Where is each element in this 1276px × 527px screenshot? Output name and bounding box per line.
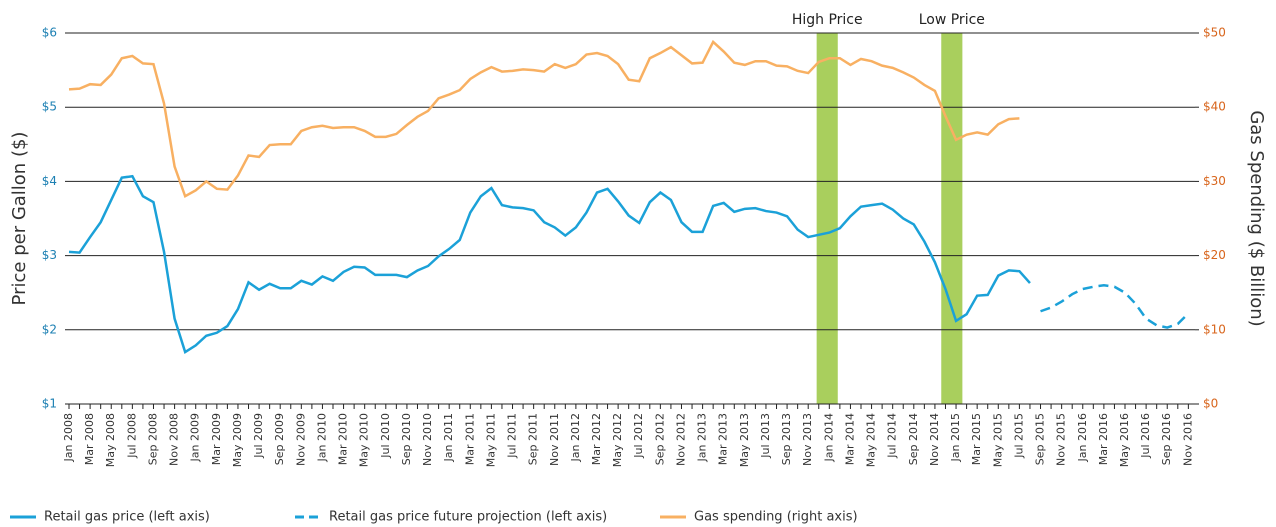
x-tick-label: Jan 2010 bbox=[315, 413, 328, 462]
x-tick-label: May 2015 bbox=[991, 413, 1004, 467]
x-tick-label: Sep 2013 bbox=[780, 413, 793, 465]
legend-label: Retail gas price future projection (left… bbox=[329, 510, 607, 525]
legend-label: Gas spending (right axis) bbox=[694, 510, 858, 525]
x-tick-label: Sep 2009 bbox=[273, 413, 286, 465]
y-tick-label: $4 bbox=[42, 174, 57, 188]
x-tick-label: Nov 2010 bbox=[421, 413, 434, 466]
x-tick-label: Jul 2012 bbox=[632, 413, 645, 459]
x-tick-label: Nov 2016 bbox=[1181, 413, 1194, 466]
x-tick-label: Jan 2012 bbox=[569, 413, 582, 462]
y-tick-label: $3 bbox=[42, 248, 57, 262]
series-line bbox=[68, 39, 1020, 199]
x-tick-label: Sep 2008 bbox=[146, 413, 159, 465]
x-tick-label: Sep 2016 bbox=[1160, 413, 1173, 465]
x-tick-label: Jan 2014 bbox=[822, 413, 835, 462]
x-tick-label: Jan 2008 bbox=[62, 413, 75, 462]
y-tick-label: $1 bbox=[42, 397, 57, 411]
x-tick-label: May 2016 bbox=[1118, 413, 1131, 467]
x-tick-label: Sep 2015 bbox=[1034, 413, 1047, 465]
y2-tick-label: $40 bbox=[1203, 100, 1226, 114]
x-tick-label: Sep 2012 bbox=[653, 413, 666, 465]
x-tick-label: Nov 2014 bbox=[928, 413, 941, 466]
y-tick-label: $5 bbox=[42, 100, 57, 114]
x-tick-label: Mar 2009 bbox=[210, 413, 223, 465]
y-tick-label: $6 bbox=[42, 26, 57, 40]
x-tick-label: Jul 2009 bbox=[252, 413, 265, 459]
y2-tick-label: $0 bbox=[1203, 397, 1218, 411]
y-axis-title: Price per Gallon ($) bbox=[9, 132, 30, 306]
x-tick-label: Jan 2013 bbox=[696, 413, 709, 462]
band-label: High Price bbox=[792, 12, 863, 28]
y2-tick-label: $30 bbox=[1203, 174, 1226, 188]
x-tick-label: Mar 2015 bbox=[970, 413, 983, 465]
x-tick-label: Mar 2013 bbox=[717, 413, 730, 465]
x-tick-label: Sep 2011 bbox=[527, 413, 540, 465]
x-tick-label: Nov 2008 bbox=[168, 413, 181, 466]
series-line bbox=[1040, 284, 1190, 329]
x-tick-label: Jul 2016 bbox=[1139, 413, 1152, 459]
x-tick-label: Jan 2011 bbox=[442, 413, 455, 462]
x-tick-label: Nov 2013 bbox=[801, 413, 814, 466]
band bbox=[941, 33, 963, 404]
x-tick-label: May 2008 bbox=[104, 413, 117, 467]
x-tick-label: Jul 2015 bbox=[1012, 413, 1025, 459]
x-tick-label: May 2011 bbox=[484, 413, 497, 467]
x-tick-label: Jul 2008 bbox=[125, 413, 138, 459]
y2-axis-title: Gas Spending ($ Billion) bbox=[1246, 110, 1267, 326]
x-tick-label: May 2012 bbox=[611, 413, 624, 467]
x-tick-label: May 2010 bbox=[358, 413, 371, 467]
x-tick-label: Jul 2014 bbox=[886, 413, 899, 459]
x-tick-label: Sep 2014 bbox=[907, 413, 920, 465]
y2-tick-label: $10 bbox=[1203, 322, 1226, 336]
x-tick-label: May 2009 bbox=[231, 413, 244, 467]
x-tick-label: May 2014 bbox=[865, 413, 878, 467]
y2-tick-label: $20 bbox=[1203, 248, 1226, 262]
y-tick-label: $2 bbox=[42, 322, 57, 336]
y2-tick-label: $50 bbox=[1203, 26, 1226, 40]
legend-label: Retail gas price (left axis) bbox=[44, 510, 210, 525]
x-tick-label: Mar 2012 bbox=[590, 413, 603, 465]
band bbox=[816, 33, 838, 404]
x-tick-label: Mar 2014 bbox=[843, 413, 856, 465]
x-tick-label: Nov 2015 bbox=[1055, 413, 1068, 466]
x-tick-label: Mar 2011 bbox=[463, 413, 476, 465]
x-tick-label: Jan 2009 bbox=[189, 413, 202, 462]
x-tick-label: Sep 2010 bbox=[400, 413, 413, 465]
x-tick-label: Jul 2010 bbox=[379, 413, 392, 459]
x-tick-label: Mar 2008 bbox=[83, 413, 96, 465]
x-tick-label: Jan 2016 bbox=[1076, 413, 1089, 462]
x-tick-label: Nov 2009 bbox=[294, 413, 307, 466]
x-tick-label: Mar 2010 bbox=[337, 413, 350, 465]
x-tick-label: Jul 2013 bbox=[759, 413, 772, 459]
x-tick-label: Nov 2012 bbox=[674, 413, 687, 466]
x-tick-label: Jan 2015 bbox=[949, 413, 962, 462]
x-tick-label: Jul 2011 bbox=[506, 413, 519, 459]
x-tick-label: Mar 2016 bbox=[1097, 413, 1110, 465]
x-tick-label: May 2013 bbox=[738, 413, 751, 467]
band-label: Low Price bbox=[919, 12, 985, 28]
series-line bbox=[68, 174, 1031, 354]
x-tick-label: Nov 2011 bbox=[548, 413, 561, 466]
